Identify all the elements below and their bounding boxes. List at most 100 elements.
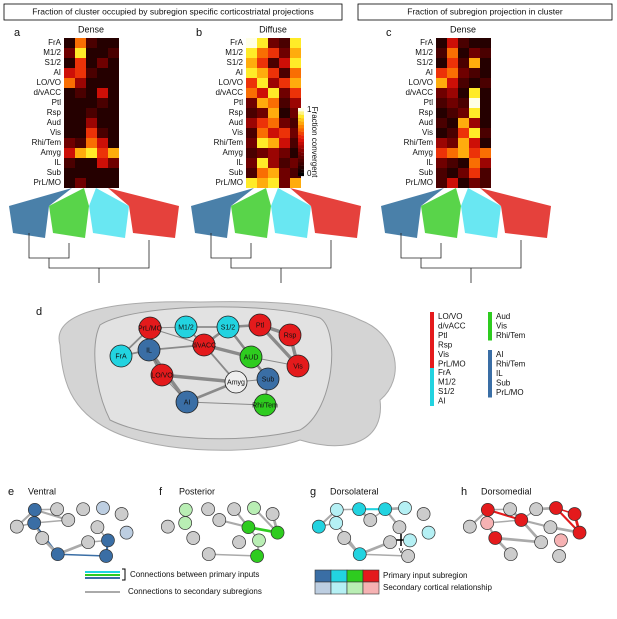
dendrogram-stem	[28, 233, 150, 283]
legend-item: Rsp	[438, 341, 453, 350]
row-label: AI	[53, 68, 61, 77]
heat-cell	[246, 158, 257, 168]
legend-item: Vis	[438, 350, 449, 359]
node	[174, 315, 198, 339]
heat-cell	[480, 88, 491, 98]
heat-cell	[469, 108, 480, 118]
colorbar-cell	[298, 148, 304, 153]
legend-item: PrL/MO	[496, 388, 524, 397]
legend-item: IL	[496, 369, 503, 378]
dendrogram-fan	[49, 188, 89, 238]
row-label: d/vACC	[33, 88, 61, 97]
colorbar-cell	[298, 121, 304, 126]
node	[201, 547, 216, 562]
heat-cell	[257, 128, 268, 138]
row-label: Amyg	[413, 148, 433, 157]
heat-cell	[97, 118, 108, 128]
row-label: IL	[54, 158, 61, 167]
heat-cell	[97, 58, 108, 68]
heat-cell	[447, 88, 458, 98]
node	[401, 549, 415, 563]
heat-cell	[86, 118, 97, 128]
node	[247, 501, 261, 515]
row-label: Vis	[422, 128, 433, 137]
heat-cell	[75, 38, 86, 48]
heat-cell	[447, 138, 458, 148]
heat-cell	[447, 178, 458, 188]
content: a DenseFrAM1/2S1/2AILO/VOd/vACCPtlRspAudV…	[8, 24, 587, 596]
heat-cell	[268, 38, 279, 48]
node-label: S1/2	[221, 324, 236, 331]
node	[392, 520, 407, 535]
node	[488, 531, 503, 545]
heat-cell	[75, 178, 86, 188]
node	[27, 516, 42, 530]
row-label: d/vACC	[405, 88, 433, 97]
panel-letter: d	[36, 306, 42, 318]
swatch	[330, 581, 348, 595]
heat-cell	[75, 128, 86, 138]
node	[572, 525, 587, 540]
dendrogram-fan	[89, 188, 129, 238]
edge	[359, 553, 409, 557]
node	[329, 516, 344, 530]
legend-text: Connections between primary inputs	[130, 570, 259, 579]
colorbar-cell	[298, 152, 304, 156]
swatch	[362, 569, 380, 583]
heat-cell	[268, 48, 279, 58]
heat-cell	[268, 98, 279, 108]
row-label: Aud	[229, 118, 243, 127]
node	[50, 547, 65, 562]
dendrogram-fan	[381, 188, 444, 238]
heat-cell	[469, 38, 480, 48]
node	[101, 533, 115, 548]
row-label: FrA	[48, 38, 62, 47]
node-label: PrL/MO	[138, 325, 163, 332]
legend-bar	[488, 312, 492, 341]
row-label: M1/2	[415, 48, 433, 57]
swatch	[330, 569, 348, 583]
legend-item: Vis	[496, 322, 507, 331]
node	[329, 502, 344, 517]
heat-cell	[246, 98, 257, 108]
panel-title: Diffuse	[259, 24, 287, 34]
colorbar-cell	[298, 111, 304, 115]
heat-cell	[64, 158, 75, 168]
heat-cell	[257, 118, 268, 128]
heat-cell	[257, 138, 268, 148]
heat-cell	[246, 178, 257, 188]
heat-cell	[108, 118, 119, 128]
heat-cell	[246, 48, 257, 58]
colorbar-cell	[298, 114, 304, 119]
heat-cell	[268, 78, 279, 88]
node	[109, 344, 133, 368]
heat-cell	[290, 178, 301, 188]
heat-cell	[257, 48, 268, 58]
row-label: Rhi/Tem	[32, 138, 62, 147]
node	[352, 502, 366, 517]
heat-cell	[279, 38, 290, 48]
heat-cell	[108, 68, 119, 78]
heat-cell	[75, 148, 86, 158]
row-label: Sub	[229, 168, 244, 177]
node	[76, 502, 91, 517]
heat-cell	[75, 68, 86, 78]
heat-cell	[279, 138, 290, 148]
heat-cell	[86, 108, 97, 118]
node	[253, 393, 277, 417]
dendrogram-fan	[108, 188, 179, 238]
dendrogram-fan	[480, 188, 551, 238]
heat-cell	[257, 168, 268, 178]
node	[248, 313, 272, 337]
heat-cell	[97, 38, 108, 48]
compass-v: V	[399, 548, 404, 555]
node	[337, 531, 352, 545]
heat-cell	[469, 148, 480, 158]
heat-cell	[290, 38, 301, 48]
heat-cell	[279, 78, 290, 88]
heat-cell	[469, 78, 480, 88]
heat-cell	[268, 138, 279, 148]
heat-cell	[86, 158, 97, 168]
node	[227, 502, 242, 517]
